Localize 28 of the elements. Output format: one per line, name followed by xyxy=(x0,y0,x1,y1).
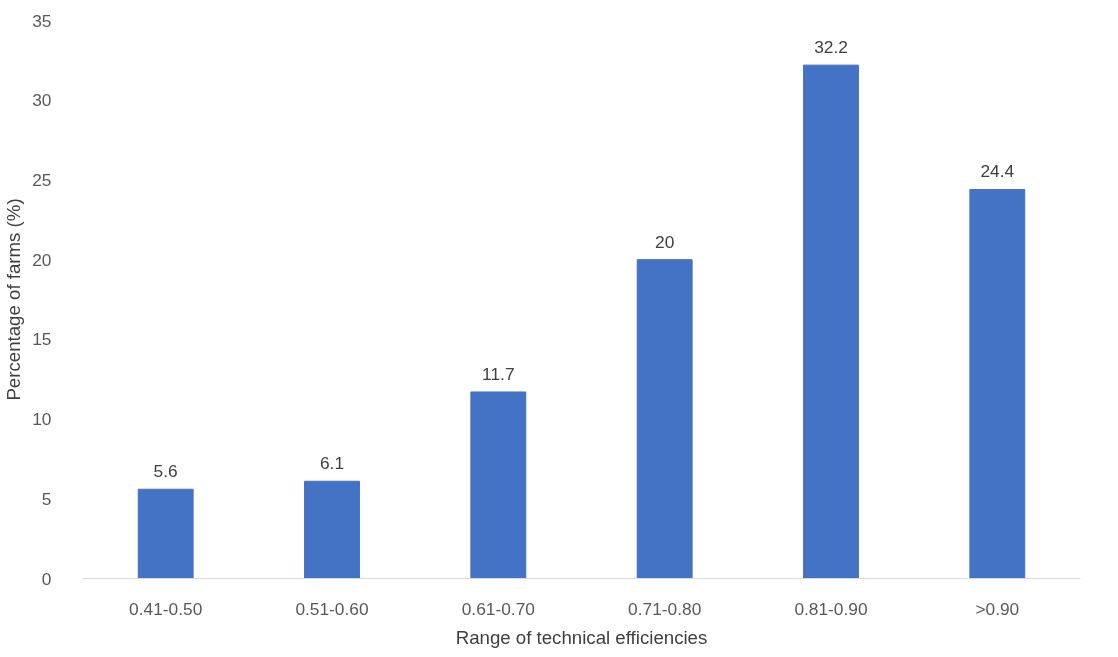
x-tick-label: 0.71-0.80 xyxy=(628,598,702,619)
x-tick-label: 0.51-0.60 xyxy=(295,598,369,619)
y-tick-label: 10 xyxy=(32,409,52,430)
bar xyxy=(137,488,194,579)
bar xyxy=(969,188,1026,579)
x-axis-title: Range of technical efficiencies xyxy=(455,626,708,648)
x-tick-label: 0.41-0.50 xyxy=(129,598,203,619)
y-tick-label: 15 xyxy=(32,329,52,350)
bar xyxy=(803,64,859,579)
data-label: 32.2 xyxy=(814,37,848,58)
data-label: 11.7 xyxy=(482,363,515,384)
y-tick-label: 35 xyxy=(32,10,52,31)
bar xyxy=(636,259,693,579)
x-tick-label: 0.61-0.70 xyxy=(461,598,535,619)
data-label: 20 xyxy=(655,231,675,252)
bar xyxy=(304,480,360,579)
bar xyxy=(470,391,527,579)
y-tick-label: 25 xyxy=(32,169,52,190)
data-label: 24.4 xyxy=(980,161,1015,182)
y-tick-label: 20 xyxy=(32,249,52,270)
y-tick-label: 5 xyxy=(41,488,52,509)
x-tick-label: 0.81-0.90 xyxy=(794,598,868,619)
y-axis-title: Percentage of farms (%) xyxy=(3,198,25,401)
y-tick-label: 30 xyxy=(32,90,52,111)
x-tick-label: >0.90 xyxy=(975,598,1020,619)
y-tick-label: 0 xyxy=(41,568,52,589)
data-label: 6.1 xyxy=(319,453,345,474)
data-label: 5.6 xyxy=(153,461,178,482)
